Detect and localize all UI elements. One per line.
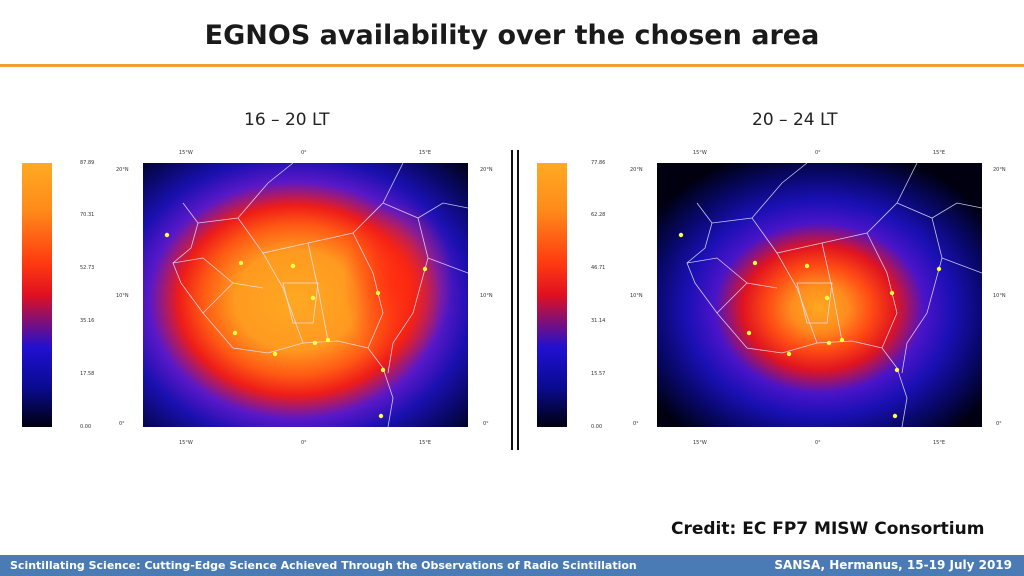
- colorbar-tick: 15.57: [591, 371, 606, 377]
- lon-tick-bottom: 15°W: [693, 440, 707, 446]
- lat-tick-right: 10°N: [993, 293, 1006, 299]
- colorbar-tick: 46.71: [591, 265, 606, 271]
- panel-divider: [511, 150, 513, 450]
- lat-tick-left: 10°N: [630, 293, 643, 299]
- availability-heatmap: [657, 163, 982, 427]
- lon-tick-bottom: 15°E: [419, 440, 432, 446]
- country-borders: [686, 163, 982, 427]
- lat-tick-left: 20°N: [630, 167, 643, 173]
- station-markers: [164, 232, 428, 419]
- panel-label-right: 20 – 24 LT: [752, 110, 838, 130]
- colorbar-tick: 0.00: [80, 424, 92, 430]
- slide-title: EGNOS availability over the chosen area: [204, 20, 820, 51]
- station-markers: [678, 232, 942, 419]
- colorbar-tick: 35.16: [80, 318, 95, 324]
- lon-tick-top: 0°: [301, 150, 307, 156]
- credit-text: Credit: EC FP7 MISW Consortium: [671, 519, 985, 539]
- colorbar-tick: 0.00: [591, 424, 603, 430]
- colorbar-tick: 31.14: [591, 318, 606, 324]
- lon-tick-top: 15°E: [419, 150, 432, 156]
- availability-map-right: [657, 163, 982, 427]
- colorbar-left: [22, 163, 52, 427]
- colorbar-tick: 87.89: [80, 160, 95, 166]
- heatmap-region: [343, 203, 453, 363]
- lat-tick-left: 10°N: [116, 293, 129, 299]
- lat-tick-right: 10°N: [480, 293, 493, 299]
- colorbar-tick: 17.58: [80, 371, 95, 377]
- lon-tick-top: 15°W: [179, 150, 193, 156]
- footer-event: SANSA, Hermanus, 15-19 July 2019: [774, 558, 1012, 572]
- colorbar-tick: 77.86: [591, 160, 606, 166]
- colorbar-tick: 52.73: [80, 265, 95, 271]
- lat-tick-left: 0°: [633, 421, 639, 427]
- colorbar-right: [537, 163, 567, 427]
- lon-tick-bottom: 0°: [301, 440, 307, 446]
- lon-tick-bottom: 0°: [815, 440, 821, 446]
- footer-bar: Scintillating Science: Cutting-Edge Scie…: [0, 555, 1024, 576]
- panel-divider: [517, 150, 519, 450]
- lat-tick-left: 20°N: [116, 167, 129, 173]
- lon-tick-bottom: 15°W: [179, 440, 193, 446]
- lon-tick-top: 15°W: [693, 150, 707, 156]
- availability-map-left: [143, 163, 468, 427]
- lat-tick-right: 0°: [483, 421, 489, 427]
- footer-title: Scintillating Science: Cutting-Edge Scie…: [10, 559, 637, 572]
- colorbar-tick: 70.31: [80, 212, 95, 218]
- panel-label-left: 16 – 20 LT: [244, 110, 330, 130]
- lon-tick-top: 0°: [815, 150, 821, 156]
- map-svg-left: [143, 163, 468, 427]
- lat-tick-right: 20°N: [993, 167, 1006, 173]
- lon-tick-bottom: 15°E: [933, 440, 946, 446]
- lat-tick-right: 20°N: [480, 167, 493, 173]
- lat-tick-right: 0°: [996, 421, 1002, 427]
- lon-tick-top: 15°E: [933, 150, 946, 156]
- lat-tick-left: 0°: [119, 421, 125, 427]
- map-svg-right: [657, 163, 982, 427]
- title-divider: [0, 64, 1024, 67]
- colorbar-tick: 62.28: [591, 212, 606, 218]
